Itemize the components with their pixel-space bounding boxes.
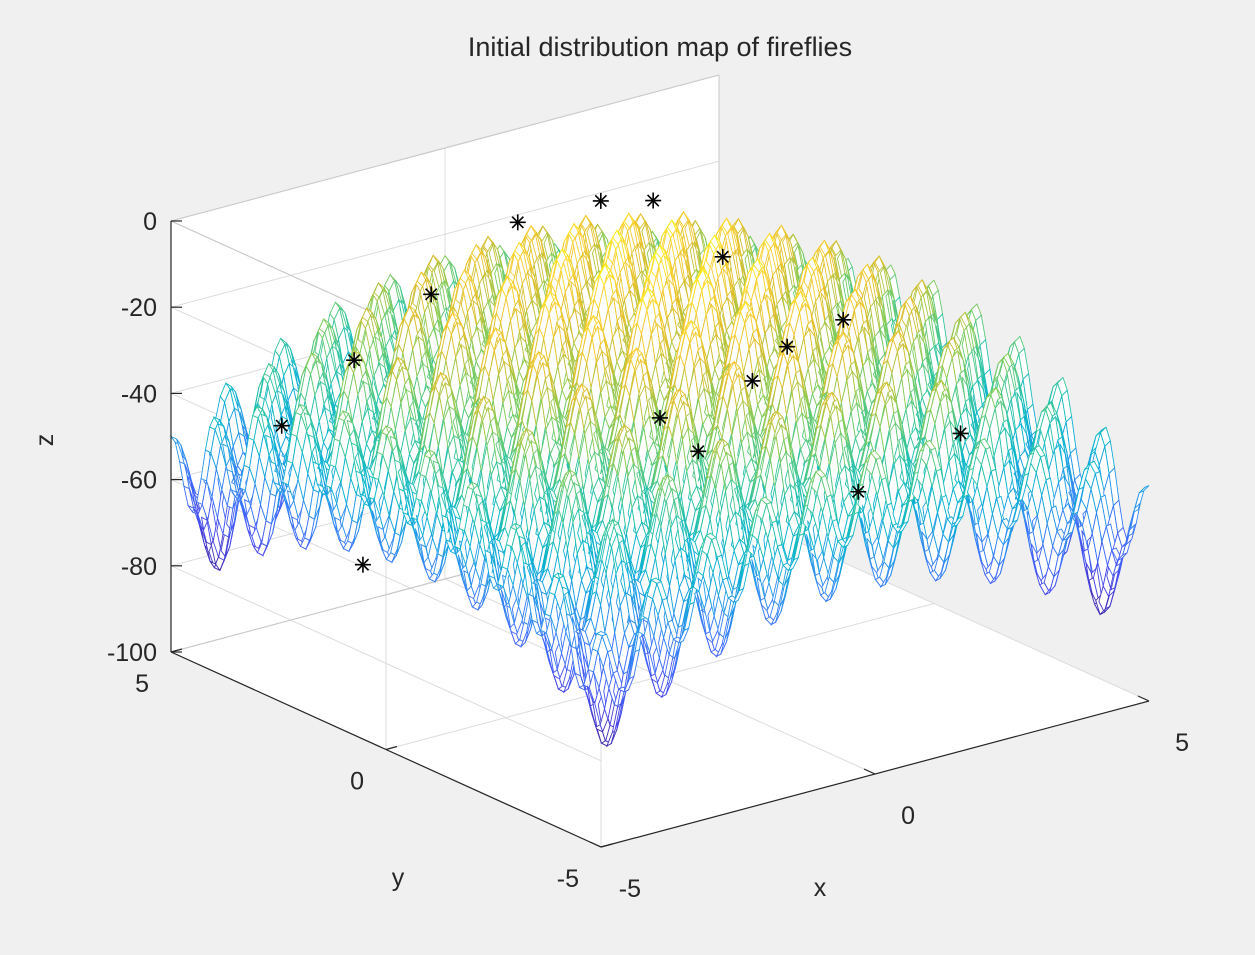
- grid-back-z: [170, 160, 720, 308]
- grid-left-z: [170, 565, 602, 762]
- box-edge-back-top: [170, 74, 720, 222]
- surface-mesh: [169, 210, 1150, 748]
- grid-left-z: [170, 479, 602, 676]
